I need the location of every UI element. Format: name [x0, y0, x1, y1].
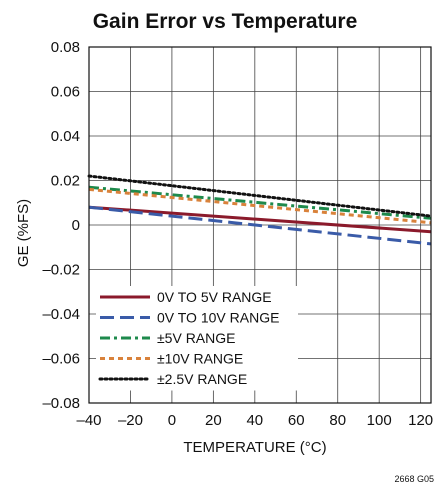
y-tick-label: –0.08 [42, 395, 80, 412]
x-tick-label: –20 [118, 412, 143, 429]
x-tick-label: 20 [205, 412, 222, 429]
x-axis-label: TEMPERATURE (°C) [183, 439, 326, 456]
y-tick-label: 0.08 [51, 39, 80, 56]
x-tick-labels: –40 –20 0 20 40 60 80 100 120 [76, 412, 433, 429]
x-tick-label: 120 [408, 412, 433, 429]
series-line-2 [88, 205, 432, 246]
y-tick-label: –0.04 [42, 306, 80, 323]
y-tick-label: 0 [72, 217, 80, 234]
legend-label-4: ±10V RANGE [157, 351, 243, 367]
series-line-5 [87, 174, 433, 218]
figure-code: 2668 G05 [394, 474, 434, 484]
legend-label-2: 0V TO 10V RANGE [157, 310, 279, 326]
x-tick-label: 100 [367, 412, 392, 429]
x-tick-label: –40 [76, 412, 101, 429]
plot-frame [88, 46, 432, 404]
series-line-4 [88, 187, 432, 225]
x-tick-label: 40 [246, 412, 263, 429]
x-tick-label: 60 [288, 412, 305, 429]
y-tick-labels: –0.08 –0.06 –0.04 –0.02 0 0.02 0.04 0.06 0.08 [42, 39, 80, 412]
legend-label-3: ±5V RANGE [157, 330, 235, 346]
chart-title: Gain Error vs Temperature [93, 10, 358, 33]
x-tick-label: 80 [329, 412, 346, 429]
x-tick-label: 0 [168, 412, 176, 429]
y-tick-label: –0.06 [42, 351, 80, 368]
legend-label-5: ±2.5V RANGE [157, 371, 247, 387]
series-line-1 [88, 205, 432, 234]
legend-label-1: 0V TO 5V RANGE [157, 289, 272, 305]
y-tick-label: –0.02 [42, 262, 80, 279]
series-line-3 [88, 185, 432, 220]
series-group [87, 174, 433, 246]
y-axis-label: GE (%FS) [15, 199, 32, 267]
legend: 0V TO 5V RANGE 0V TO 10V RANGE ±5V RANGE ±1… [98, 289, 279, 387]
y-tick-label: 0.04 [51, 128, 80, 145]
y-tick-label: 0.06 [51, 84, 80, 101]
y-tick-label: 0.02 [51, 173, 80, 190]
